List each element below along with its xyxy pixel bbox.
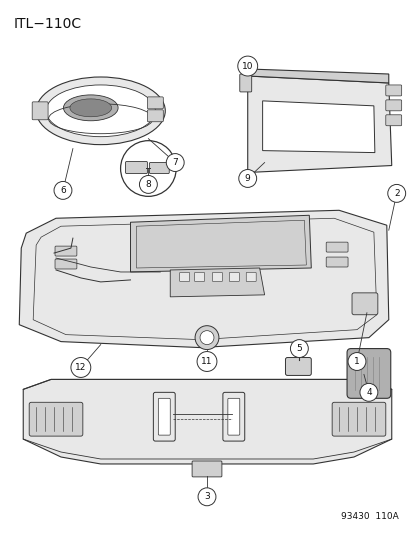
Polygon shape — [247, 69, 388, 83]
Polygon shape — [170, 268, 264, 297]
FancyBboxPatch shape — [29, 402, 83, 436]
FancyBboxPatch shape — [55, 259, 77, 269]
Text: 93430  110A: 93430 110A — [340, 512, 398, 521]
FancyBboxPatch shape — [55, 246, 77, 256]
Circle shape — [197, 488, 216, 506]
Ellipse shape — [46, 85, 155, 136]
Text: 8: 8 — [145, 180, 151, 189]
Circle shape — [347, 352, 365, 370]
Text: 7: 7 — [172, 158, 178, 167]
Circle shape — [166, 154, 184, 172]
Circle shape — [238, 169, 256, 188]
FancyBboxPatch shape — [285, 358, 311, 375]
FancyBboxPatch shape — [239, 74, 251, 92]
Polygon shape — [19, 211, 388, 348]
Circle shape — [197, 352, 216, 372]
FancyBboxPatch shape — [153, 392, 175, 441]
Ellipse shape — [36, 77, 165, 144]
Circle shape — [120, 141, 176, 196]
FancyBboxPatch shape — [325, 242, 347, 252]
FancyBboxPatch shape — [125, 161, 147, 173]
Text: 4: 4 — [365, 388, 371, 397]
Circle shape — [54, 181, 72, 199]
Text: 1: 1 — [353, 357, 359, 366]
Text: 10: 10 — [241, 61, 253, 70]
Text: 12: 12 — [75, 363, 86, 372]
Text: 3: 3 — [204, 492, 209, 502]
Text: 9: 9 — [244, 174, 250, 183]
FancyBboxPatch shape — [194, 272, 204, 281]
FancyBboxPatch shape — [227, 398, 239, 435]
FancyBboxPatch shape — [212, 272, 222, 281]
FancyBboxPatch shape — [331, 402, 385, 436]
FancyBboxPatch shape — [325, 257, 347, 267]
Circle shape — [199, 330, 214, 345]
FancyBboxPatch shape — [246, 272, 256, 281]
Ellipse shape — [63, 95, 118, 121]
Polygon shape — [247, 76, 391, 173]
Ellipse shape — [70, 99, 112, 117]
Circle shape — [71, 358, 90, 377]
Text: 5: 5 — [296, 344, 301, 353]
FancyBboxPatch shape — [32, 102, 48, 120]
FancyBboxPatch shape — [229, 272, 239, 281]
FancyBboxPatch shape — [346, 349, 390, 398]
Text: 11: 11 — [201, 357, 212, 366]
Text: 6: 6 — [60, 186, 66, 195]
Circle shape — [139, 175, 157, 193]
FancyBboxPatch shape — [385, 100, 401, 111]
Polygon shape — [262, 101, 374, 152]
Polygon shape — [130, 215, 311, 272]
Text: 2: 2 — [393, 189, 399, 198]
Circle shape — [237, 56, 257, 76]
Text: ITL−110C: ITL−110C — [13, 17, 81, 31]
Circle shape — [387, 184, 405, 203]
Circle shape — [290, 340, 308, 358]
FancyBboxPatch shape — [179, 272, 189, 281]
FancyBboxPatch shape — [158, 398, 170, 435]
FancyBboxPatch shape — [147, 97, 163, 109]
Circle shape — [359, 383, 377, 401]
FancyBboxPatch shape — [147, 110, 163, 122]
Circle shape — [195, 326, 218, 350]
FancyBboxPatch shape — [351, 293, 377, 315]
Polygon shape — [23, 379, 391, 464]
FancyBboxPatch shape — [222, 392, 244, 441]
FancyBboxPatch shape — [192, 461, 221, 477]
FancyBboxPatch shape — [149, 163, 169, 173]
FancyBboxPatch shape — [385, 85, 401, 96]
FancyBboxPatch shape — [385, 115, 401, 126]
